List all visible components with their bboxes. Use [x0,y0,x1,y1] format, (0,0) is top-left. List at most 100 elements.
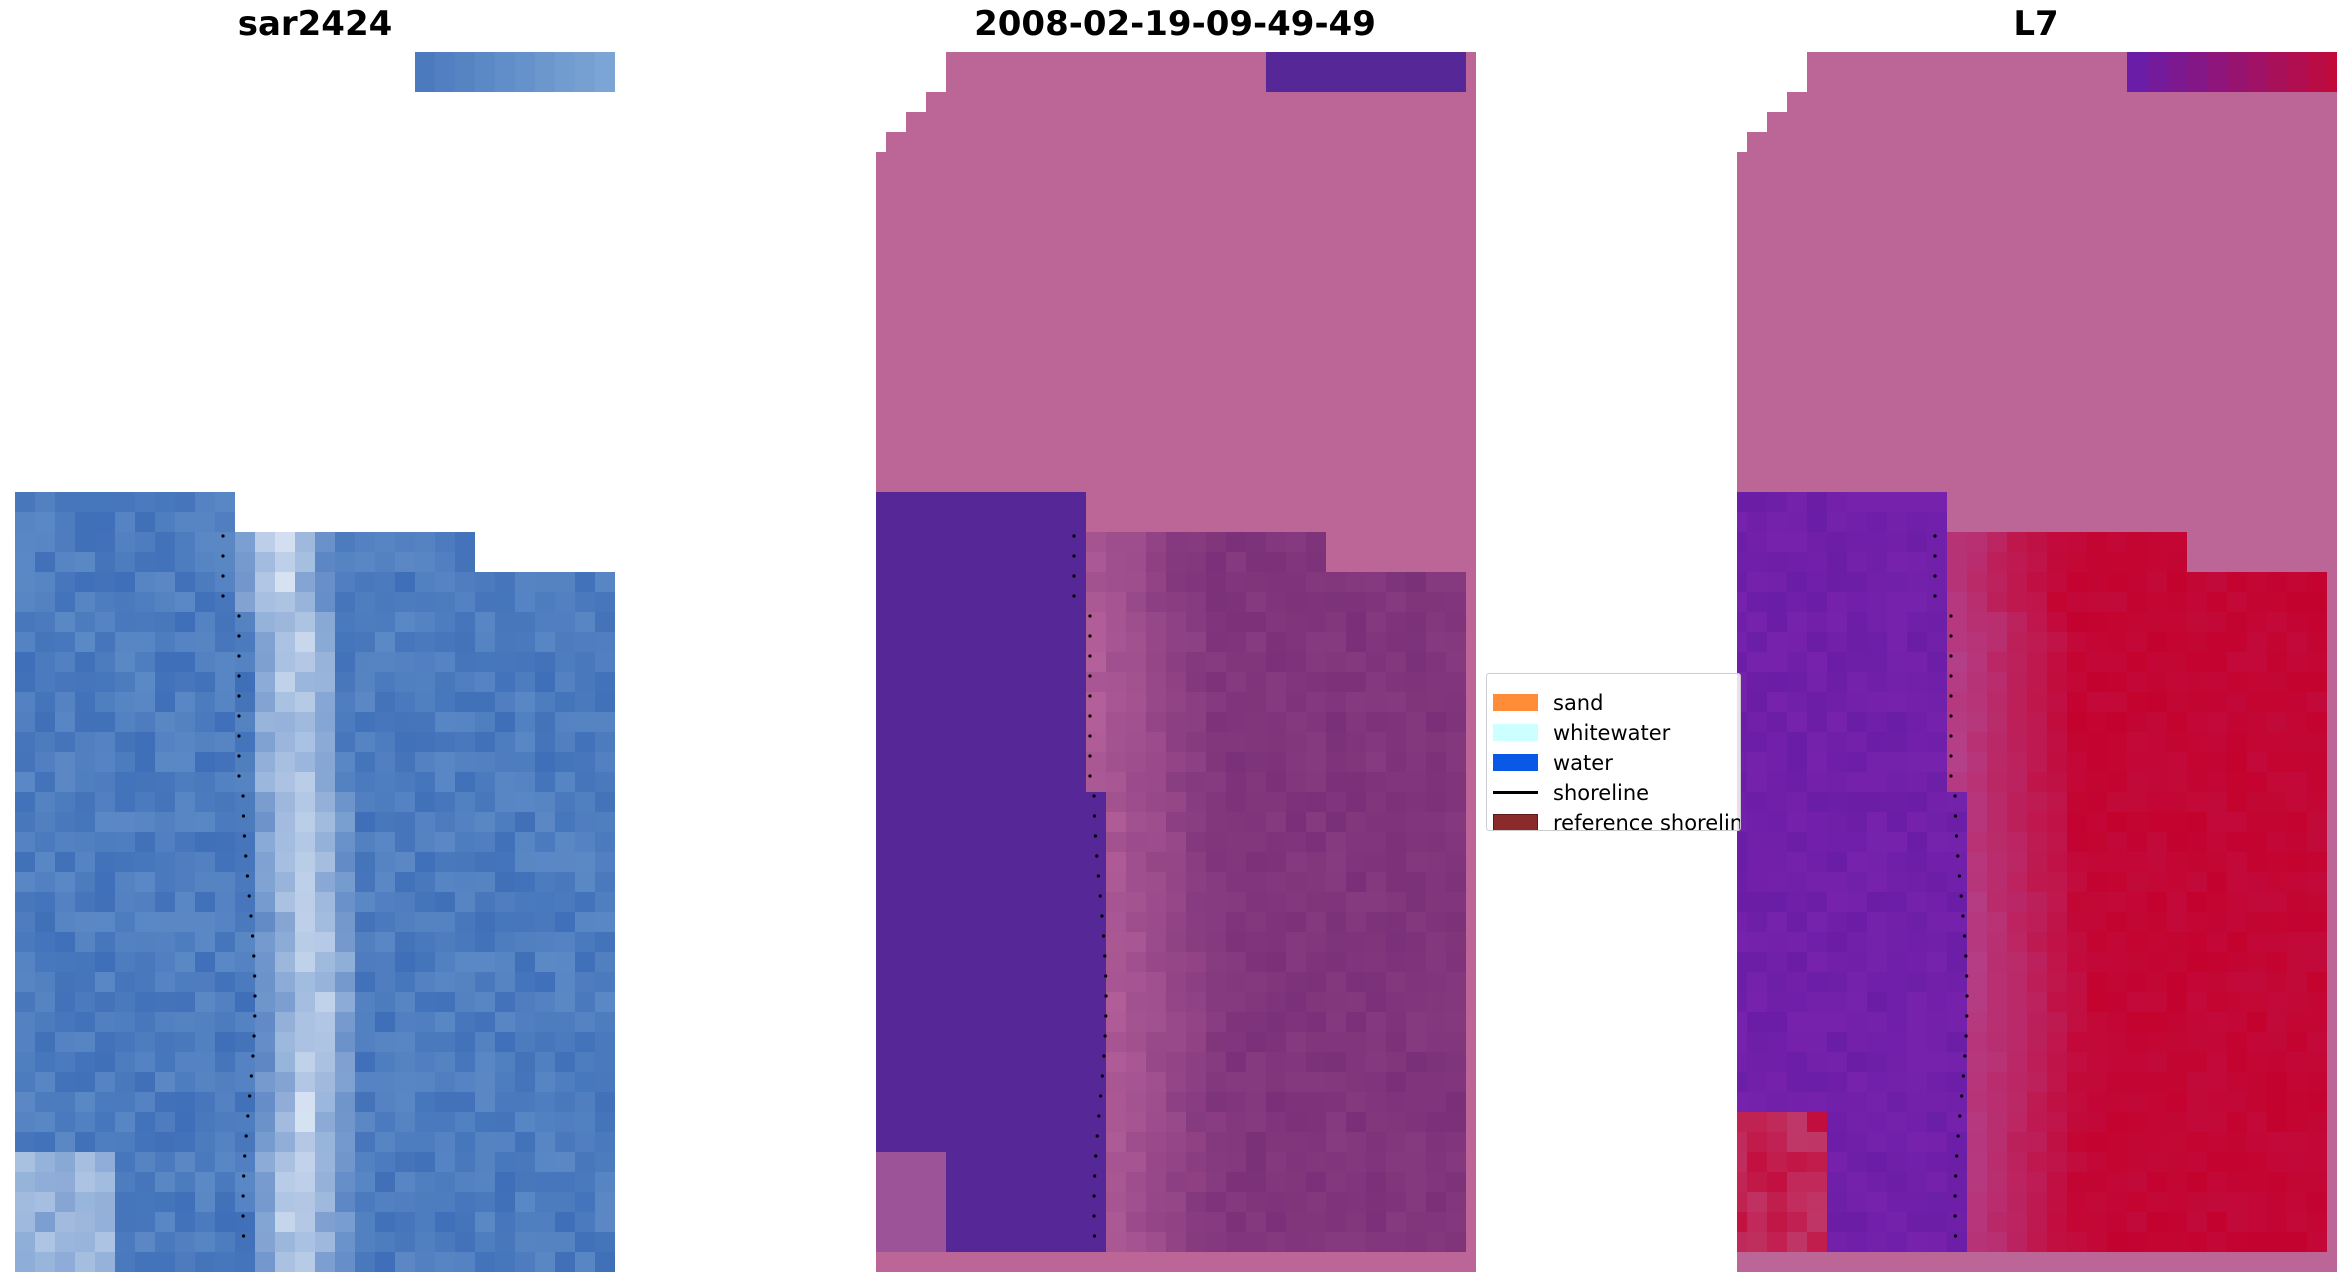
shoreline-point [1957,874,1962,878]
shoreline-point [1965,974,1969,978]
shoreline-point [253,974,257,978]
shoreline-point [1956,854,1960,858]
rgb-image-panel [15,52,615,1272]
shoreline-point [1949,674,1953,678]
shoreline-point [237,694,241,698]
shoreline-point [1963,1054,1967,1058]
shoreline-point [1098,894,1102,898]
shoreline-points [1072,534,1108,1238]
shoreline-point [253,994,257,998]
shoreline-point [1088,634,1092,638]
shoreline-point [1093,1174,1097,1178]
panel-title-classified: 2008-02-19-09-49-49 [974,4,1376,44]
shoreline-point [1092,794,1096,798]
shoreline-point [1953,1214,1957,1218]
shoreline-point [1104,1014,1108,1018]
shoreline-point [247,894,251,898]
shoreline-point [1103,954,1107,958]
shoreline-point [249,1074,253,1078]
shoreline-points [1933,534,1969,1238]
shoreline-point [1099,1094,1103,1098]
shoreline-point [1953,1234,1958,1238]
shoreline-point [241,814,246,818]
shoreline-point [1092,814,1097,818]
classified-image [876,52,1476,1272]
reference-shoreline-swatch [1493,814,1538,830]
shoreline-point [1949,654,1953,658]
shoreline-point [221,594,225,598]
shoreline-point [1962,934,1967,938]
shoreline-point [1088,674,1092,678]
shoreline-point [1093,834,1098,838]
shoreline-point [1956,1134,1960,1138]
panel-title-index: L7 [2013,4,2059,44]
shoreline-point [1102,1054,1106,1058]
shoreline-point [237,654,241,658]
sand-swatch [1493,694,1538,711]
shoreline-point [221,554,225,558]
shoreline-point [1933,554,1937,558]
shoreline-point [1964,954,1968,958]
shoreline-point [1964,1034,1968,1038]
shoreline-point [253,1014,257,1018]
shoreline-point [1954,834,1959,838]
shoreline-point [237,714,241,718]
shoreline-point [241,1234,246,1238]
shoreline-point [1100,914,1104,918]
shoreline-point [1096,874,1101,878]
shoreline-point [244,1134,248,1138]
shoreline-point [237,774,241,778]
shoreline-point [221,534,225,538]
shoreline-point [252,954,256,958]
shoreline-point [1949,734,1953,738]
shoreline-point [1949,694,1953,698]
shoreline-point [1104,994,1108,998]
index-image-panel [1737,52,2337,1272]
shoreline-point [1100,1074,1104,1078]
shoreline-point [1960,1094,1964,1098]
shoreline-point [250,934,255,938]
shoreline-point [1965,994,1969,998]
water-swatch [1493,754,1538,771]
shoreline-point [1954,1174,1958,1178]
shoreline-point [1953,814,1958,818]
shoreline-point [1092,1194,1096,1198]
shoreline-point [237,734,241,738]
shoreline-point [241,1214,245,1218]
shoreline-point [241,1194,245,1198]
shoreline-point [1092,1234,1097,1238]
shoreline-point [237,754,241,758]
classified-image-panel [876,52,1476,1272]
shoreline-point [1103,1034,1107,1038]
shoreline-point [1072,534,1076,538]
shoreline-point [1961,1074,1965,1078]
shoreline-point [1088,754,1092,758]
shoreline-point [1933,594,1937,598]
whitewater-swatch [1493,724,1538,741]
shoreline-point [1088,774,1092,778]
shoreline-point [1094,1154,1098,1158]
shoreline-point [1955,1154,1959,1158]
shoreline-point [1088,654,1092,658]
shoreline-point [1933,534,1937,538]
shoreline-point [1961,914,1965,918]
panel-title-rgb: sar2424 [237,4,393,44]
shoreline-point [1959,894,1963,898]
shoreline-points [221,534,257,1238]
shoreline-point [248,1094,252,1098]
shoreline-point [1095,854,1099,858]
shoreline-point [1101,934,1106,938]
shoreline-point [1949,614,1953,618]
legend-label-water: water [1553,751,1613,775]
shoreline-point [1072,594,1076,598]
shoreline-line [1493,791,1538,794]
shoreline-point [1097,1114,1101,1118]
shoreline-point [1953,1194,1957,1198]
shoreline-point [237,674,241,678]
shoreline-point [1095,1134,1099,1138]
shoreline-point [1104,974,1108,978]
shoreline-point [1965,1014,1969,1018]
shoreline-point [242,1174,246,1178]
shoreline-point [1949,754,1953,758]
shoreline-point [243,1154,247,1158]
